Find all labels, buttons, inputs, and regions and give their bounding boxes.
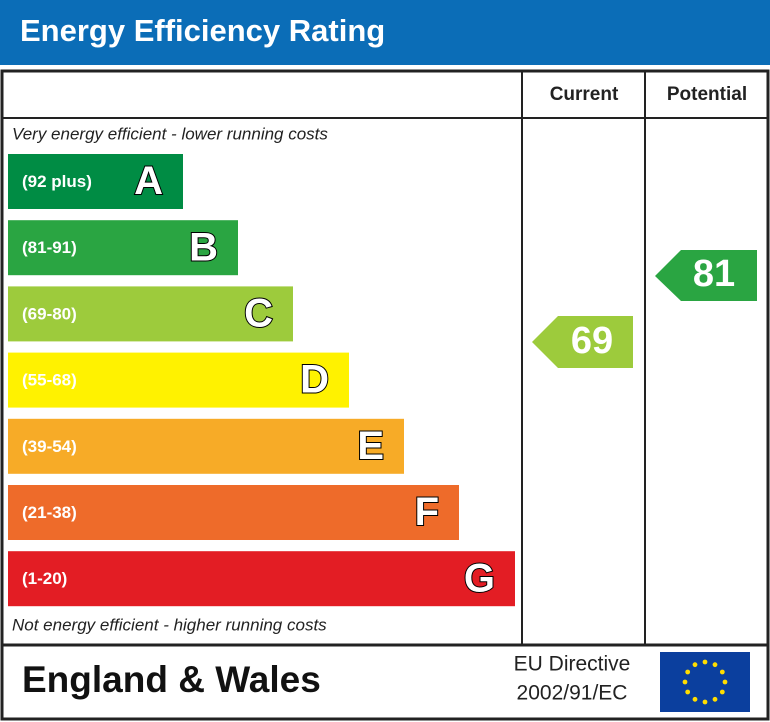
header-bar (0, 0, 770, 65)
potential-arrow (655, 250, 757, 301)
band-letter: D (300, 358, 329, 402)
band-range: (39-54) (22, 437, 77, 456)
band-letter: F (415, 490, 439, 534)
band-letter: B (189, 225, 218, 269)
band-range: (69-80) (22, 304, 77, 323)
band-bar (8, 418, 404, 474)
band-letter: E (357, 424, 384, 468)
eu-star (692, 696, 698, 702)
eu-star (702, 699, 708, 705)
band-range: (92 plus) (22, 172, 92, 191)
eu-star (685, 669, 691, 675)
top-note: Very energy efficient - lower running co… (12, 124, 328, 143)
band-bar (8, 154, 183, 209)
eu-star (712, 696, 718, 702)
eu-star (722, 679, 728, 685)
eu-stars (682, 659, 728, 705)
band-letter: G (464, 556, 495, 600)
band-range: (21-38) (22, 503, 77, 522)
band-range: (55-68) (22, 371, 77, 390)
potential-score: 81 (693, 253, 735, 295)
frame (0, 69, 770, 721)
band-bar (8, 485, 459, 540)
band-bar (8, 352, 349, 408)
directive-line: 2002/91/EC (517, 682, 628, 705)
title: Energy Efficiency Rating (20, 13, 385, 48)
band-range: (1-20) (22, 569, 67, 588)
region: England & Wales (22, 659, 321, 700)
current-arrow (532, 316, 633, 368)
band-letter: C (244, 291, 273, 335)
eu-star (692, 662, 698, 668)
eu-star (719, 689, 725, 695)
column-header: Potential (667, 84, 747, 105)
eu-star (682, 679, 688, 685)
band-bar (8, 551, 515, 607)
eu-star (712, 662, 718, 668)
bottom-note: Not energy efficient - higher running co… (12, 615, 327, 634)
band-letter: A (134, 159, 163, 203)
band-range: (81-91) (22, 238, 77, 257)
eu-star (685, 689, 691, 695)
eu-star (719, 669, 725, 675)
band-bar (8, 220, 238, 276)
column-header: Current (550, 84, 619, 105)
current-score: 69 (571, 320, 613, 362)
band-bar (8, 286, 293, 342)
bands: (92 plus) A (81-91) B (69-80) C (55-68) D (39-54… (8, 154, 515, 607)
directive-line: EU Directive (514, 653, 631, 676)
eu-star (702, 659, 708, 665)
